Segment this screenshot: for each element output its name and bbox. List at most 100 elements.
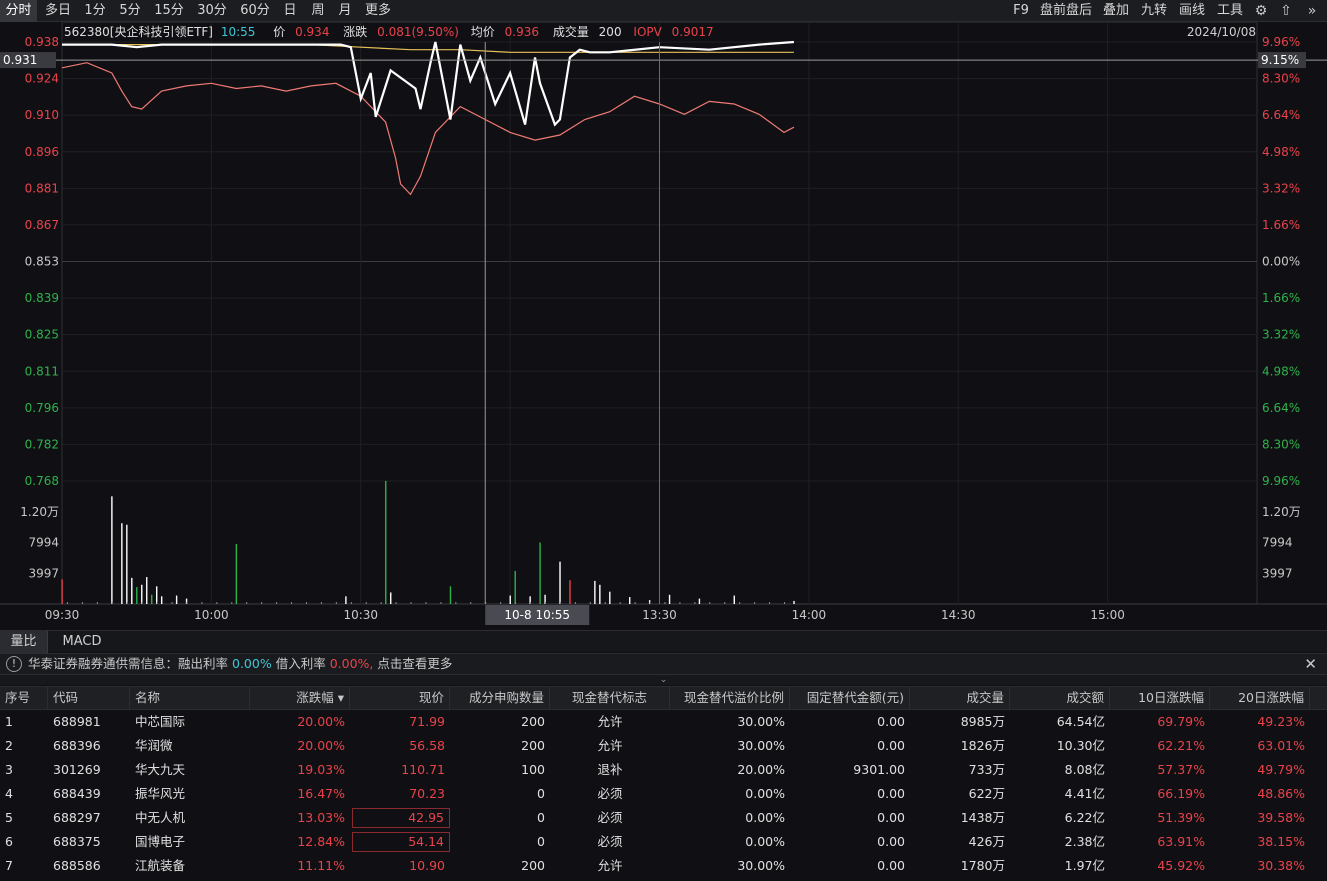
table-row[interactable]: 7 688586 江航装备 11.11% 10.90 200 允许 30.00% 0.00 178… bbox=[0, 854, 1327, 878]
volume-bar bbox=[698, 598, 701, 604]
cell-code: 688375 bbox=[53, 834, 101, 849]
cell-fixed-amount: 0.00 bbox=[877, 810, 905, 825]
table-row[interactable]: 2 688396 华润微 20.00% 56.58 200 允许 30.00% 0.00 1826… bbox=[0, 734, 1327, 758]
cell-change-pct: 20.00% bbox=[297, 738, 345, 753]
gear-icon[interactable]: ⚙ bbox=[1254, 3, 1268, 19]
close-icon[interactable]: ✕ bbox=[1304, 655, 1317, 673]
cell-20d-change: 48.86% bbox=[1257, 786, 1305, 801]
table-row[interactable]: 1 688981 中芯国际 20.00% 71.99 200 允许 30.00% 0.00 898… bbox=[0, 710, 1327, 734]
col-index[interactable]: 序号 bbox=[0, 687, 48, 709]
col-20d-change[interactable]: 20日涨跌幅 bbox=[1210, 687, 1310, 709]
volume-bar bbox=[509, 595, 511, 604]
tab-intraday[interactable]: 分时 bbox=[0, 0, 37, 22]
cell-cash-sub-flag: 允许 bbox=[597, 738, 623, 753]
more-link[interactable]: 点击查看更多 bbox=[377, 656, 453, 671]
table-header: 序号 代码 名称 涨跌幅 ▾ 现价 成分申购数量 现金替代标志 现金替代溢价比例… bbox=[0, 686, 1327, 710]
percent-tick-label: 4.98% bbox=[1262, 145, 1300, 159]
volume-bar bbox=[160, 596, 163, 604]
pre-post-market-button[interactable]: 盘前盘后 bbox=[1039, 3, 1092, 18]
col-change-pct[interactable]: 涨跌幅 ▾ bbox=[250, 687, 350, 709]
col-cash-sub-flag[interactable]: 现金替代标志 bbox=[550, 687, 670, 709]
collapse-toggle[interactable]: ⌄ bbox=[0, 675, 1327, 685]
col-fixed-amount[interactable]: 固定替代金额(元) bbox=[790, 687, 910, 709]
cell-change-pct: 20.00% bbox=[297, 714, 345, 729]
table-row[interactable]: 6 688375 国博电子 12.84% 54.14 0 必须 0.00% 0.00 426万 2.… bbox=[0, 830, 1327, 854]
header-time: 10:55 bbox=[221, 25, 256, 39]
tab-more[interactable]: 更多 bbox=[364, 3, 391, 18]
cell-20d-change: 38.15% bbox=[1257, 834, 1305, 849]
cell-volume: 733万 bbox=[968, 762, 1005, 777]
volume-bar bbox=[201, 602, 203, 604]
volume-bar bbox=[604, 602, 606, 604]
price-axis-labels: 0.938 0.924 0.910 0.896 0.881 0.867 0.853 0.839… bbox=[25, 35, 59, 488]
cell-index: 5 bbox=[5, 810, 13, 825]
volume-bar bbox=[111, 496, 113, 604]
draw-line-button[interactable]: 画线 bbox=[1178, 3, 1205, 18]
volume-bar bbox=[141, 602, 143, 604]
nine-turn-button[interactable]: 九转 bbox=[1140, 3, 1167, 18]
cell-code: 688297 bbox=[53, 810, 101, 825]
tab-volume-ratio[interactable]: 量比 bbox=[0, 631, 48, 653]
cell-cash-premium: 0.00% bbox=[745, 786, 785, 801]
col-cash-premium[interactable]: 现金替代溢价比例 bbox=[670, 687, 790, 709]
tab-1min[interactable]: 1分 bbox=[84, 3, 106, 18]
cell-change-pct: 11.11% bbox=[297, 858, 345, 873]
cell-price: 56.58 bbox=[409, 738, 445, 753]
tab-macd[interactable]: MACD bbox=[62, 634, 102, 649]
col-price[interactable]: 现价 bbox=[350, 687, 450, 709]
double-chevron-right-icon[interactable]: » bbox=[1307, 3, 1317, 19]
table-row[interactable]: 3 301269 华大九天 19.03% 110.71 100 退补 20.00% 9301.0… bbox=[0, 758, 1327, 782]
tab-month[interactable]: 月 bbox=[338, 3, 352, 18]
volume-bar bbox=[599, 584, 601, 604]
price-tick-label: 0.782 bbox=[25, 437, 59, 451]
margin-info-text: 华泰证券融券通供需信息：融出利率 0.00% 借入利率 0.00%, 点击查看更… bbox=[28, 654, 452, 674]
cell-fixed-amount: 0.00 bbox=[877, 786, 905, 801]
table-row[interactable]: 4 688439 振华风光 16.47% 70.23 0 必须 0.00% 0.00 622万 4.… bbox=[0, 782, 1327, 806]
iopv-label: IOPV bbox=[633, 25, 662, 39]
cell-change-pct: 12.84% bbox=[297, 834, 345, 849]
cell-20d-change: 49.79% bbox=[1257, 762, 1305, 777]
margin-info-bar[interactable]: ! 华泰证券融券通供需信息：融出利率 0.00% 借入利率 0.00%, 点击查… bbox=[0, 653, 1327, 675]
col-creation-qty[interactable]: 成分申购数量 bbox=[450, 687, 550, 709]
col-name[interactable]: 名称 bbox=[130, 687, 250, 709]
arrow-up-icon[interactable]: ⇧ bbox=[1280, 3, 1292, 19]
overlay-button[interactable]: 叠加 bbox=[1102, 3, 1129, 18]
cell-price: 70.23 bbox=[409, 786, 445, 801]
volume-bar bbox=[61, 579, 63, 604]
chevron-down-icon[interactable]: ⌄ bbox=[659, 675, 668, 685]
intraday-chart[interactable]: 0.938 0.924 0.910 0.896 0.881 0.867 0.853 0.839… bbox=[0, 22, 1327, 628]
volume-bar bbox=[559, 602, 561, 604]
col-10d-change[interactable]: 10日涨跌幅 bbox=[1110, 687, 1210, 709]
volume-bar bbox=[156, 602, 158, 604]
cell-cash-sub-flag: 允许 bbox=[597, 714, 623, 729]
col-code[interactable]: 代码 bbox=[48, 687, 130, 709]
volume-bar bbox=[156, 586, 158, 604]
tab-week[interactable]: 周 bbox=[311, 3, 325, 18]
tab-30min[interactable]: 30分 bbox=[197, 3, 227, 18]
tab-5min[interactable]: 5分 bbox=[119, 3, 141, 18]
price-tick-label: 0.825 bbox=[25, 328, 59, 342]
volume-bar bbox=[365, 602, 367, 604]
col-volume[interactable]: 成交量 bbox=[910, 687, 1010, 709]
volume-bar bbox=[216, 602, 218, 604]
vol-label: 成交量 bbox=[553, 24, 589, 39]
tools-button[interactable]: 工具 bbox=[1216, 3, 1243, 18]
col-turnover[interactable]: 成交额 bbox=[1010, 687, 1110, 709]
price-tick-label: 0.811 bbox=[25, 364, 59, 378]
tab-60min[interactable]: 60分 bbox=[240, 3, 270, 18]
volume-bar bbox=[500, 602, 502, 604]
tab-day[interactable]: 日 bbox=[283, 3, 297, 18]
volume-bar bbox=[739, 602, 741, 604]
price-tick-label: 0.853 bbox=[25, 255, 59, 269]
volume-bar bbox=[171, 602, 173, 604]
cell-index: 6 bbox=[5, 834, 13, 849]
cell-creation-qty: 0 bbox=[537, 810, 545, 825]
volume-bar bbox=[609, 591, 611, 604]
price-tick-label: 0.881 bbox=[25, 181, 59, 195]
time-tick-label: 09:30 bbox=[45, 608, 80, 622]
table-row[interactable]: 5 688297 中无人机 13.03% 42.95 0 必须 0.00% 0.00 1438万 6… bbox=[0, 806, 1327, 830]
f9-button[interactable]: F9 bbox=[1013, 3, 1029, 18]
cell-code: 688981 bbox=[53, 714, 101, 729]
tab-15min[interactable]: 15分 bbox=[154, 3, 184, 18]
tab-multi-day[interactable]: 多日 bbox=[44, 3, 71, 18]
